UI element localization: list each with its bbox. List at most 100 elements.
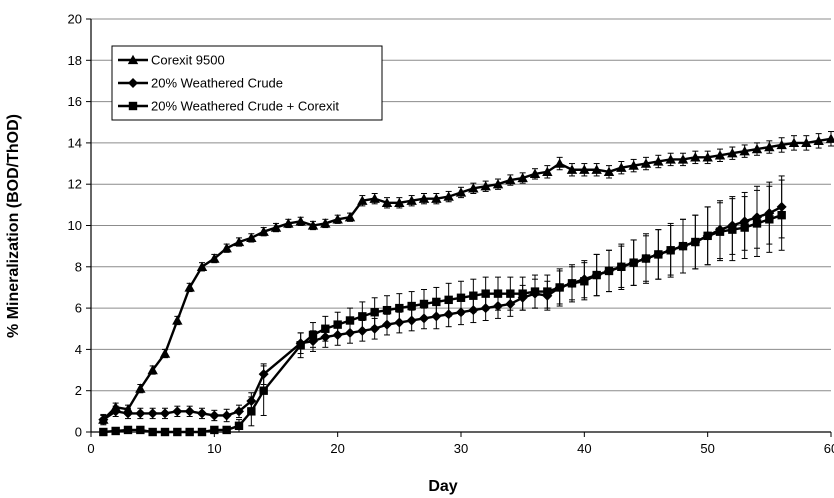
series-line-triangle bbox=[102, 137, 832, 421]
point-triangle bbox=[209, 253, 220, 263]
point-triangle bbox=[357, 195, 368, 205]
point-square bbox=[703, 231, 712, 241]
point-triangle bbox=[172, 315, 183, 325]
point-triangle bbox=[739, 145, 750, 156]
point-triangle bbox=[295, 216, 306, 226]
series-triangle bbox=[98, 131, 834, 425]
point-square bbox=[715, 227, 725, 236]
point-triangle bbox=[369, 193, 380, 203]
legend-items: Corexit 9500 20% Weathered Crude 20% Weath… bbox=[118, 53, 339, 114]
x-tick-label: 30 bbox=[454, 441, 468, 456]
point-square bbox=[678, 241, 688, 251]
y-tick-label: 8 bbox=[75, 259, 82, 274]
point-triangle bbox=[616, 162, 627, 172]
point-diamond bbox=[221, 410, 232, 421]
legend-label-diamond: 20% Weathered Crude bbox=[151, 76, 283, 91]
point-triangle bbox=[764, 141, 775, 152]
legend-label-square: 20% Weathered Crude + Corexit bbox=[151, 99, 339, 114]
point-triangle bbox=[135, 383, 146, 393]
point-triangle bbox=[455, 187, 467, 197]
x-tick-label: 40 bbox=[577, 441, 591, 456]
point-square bbox=[185, 427, 194, 437]
point-triangle bbox=[702, 152, 713, 162]
series-layer bbox=[98, 131, 834, 437]
point-triangle bbox=[554, 158, 565, 168]
point-triangle bbox=[542, 166, 553, 176]
point-diamond bbox=[110, 406, 121, 417]
point-square bbox=[691, 237, 700, 247]
point-triangle bbox=[529, 168, 541, 179]
point-square bbox=[432, 297, 441, 307]
point-triangle bbox=[825, 133, 834, 143]
point-square bbox=[641, 254, 651, 263]
point-square bbox=[543, 287, 552, 296]
legend-marker-diamond bbox=[128, 78, 138, 88]
legend: Corexit 9500 20% Weathered Crude 20% Weath… bbox=[111, 45, 383, 121]
point-square bbox=[358, 312, 367, 321]
point-triangle bbox=[418, 193, 430, 203]
legend-box bbox=[111, 45, 383, 121]
series-line-diamond bbox=[102, 205, 783, 421]
point-triangle bbox=[690, 152, 701, 162]
point-triangle bbox=[751, 143, 763, 154]
point-square bbox=[173, 427, 182, 437]
point-triangle bbox=[579, 164, 590, 174]
point-triangle bbox=[468, 183, 479, 193]
y-tick-label: 6 bbox=[75, 301, 82, 316]
point-triangle bbox=[221, 243, 232, 253]
point-triangle bbox=[184, 282, 195, 292]
point-triangle bbox=[246, 232, 257, 243]
point-square bbox=[617, 262, 626, 271]
point-square bbox=[160, 427, 170, 437]
point-square bbox=[456, 293, 466, 302]
point-square bbox=[395, 303, 404, 313]
point-diamond bbox=[209, 410, 220, 421]
point-square bbox=[222, 425, 231, 435]
grid-lines bbox=[91, 18, 831, 392]
point-triangle bbox=[320, 218, 331, 228]
y-tick-label: 4 bbox=[75, 342, 82, 357]
point-triangle bbox=[480, 181, 491, 191]
point-square bbox=[752, 219, 762, 228]
point-square bbox=[345, 316, 355, 325]
y-tick-label: 2 bbox=[75, 383, 82, 398]
x-tick-label: 20 bbox=[330, 441, 344, 456]
y-tick-label: 20 bbox=[68, 12, 82, 27]
point-triangle bbox=[801, 137, 812, 148]
point-triangle bbox=[431, 193, 442, 203]
point-square bbox=[629, 258, 638, 267]
point-diamond bbox=[184, 406, 195, 417]
point-diamond bbox=[135, 408, 146, 419]
point-triangle bbox=[776, 139, 787, 150]
point-square bbox=[604, 266, 614, 276]
x-tick-label: 60 bbox=[824, 441, 834, 456]
point-square bbox=[481, 289, 490, 298]
point-triangle bbox=[628, 160, 639, 170]
point-triangle bbox=[307, 220, 319, 230]
point-square bbox=[654, 250, 663, 259]
y-axis-title: % Mineralization (BOD/ThOD) bbox=[5, 114, 22, 338]
point-triangle bbox=[640, 158, 652, 168]
y-tick-label: 0 bbox=[75, 425, 82, 440]
point-triangle bbox=[283, 218, 294, 228]
series-square bbox=[99, 179, 786, 437]
point-square bbox=[210, 425, 219, 435]
point-square bbox=[308, 330, 318, 340]
x-tick-label: 0 bbox=[87, 441, 94, 456]
point-diamond bbox=[172, 406, 183, 417]
point-triangle bbox=[492, 179, 504, 189]
point-triangle bbox=[727, 148, 738, 158]
point-triangle bbox=[566, 164, 578, 174]
point-square bbox=[99, 427, 108, 437]
point-square bbox=[111, 426, 120, 436]
point-triangle bbox=[270, 222, 282, 232]
x-axis-title: Day bbox=[428, 478, 457, 495]
point-square bbox=[444, 295, 453, 305]
point-square bbox=[506, 289, 515, 298]
point-square bbox=[666, 246, 675, 255]
point-triangle bbox=[381, 197, 393, 207]
point-square bbox=[123, 425, 133, 435]
point-triangle bbox=[603, 166, 615, 176]
point-square bbox=[765, 215, 774, 224]
